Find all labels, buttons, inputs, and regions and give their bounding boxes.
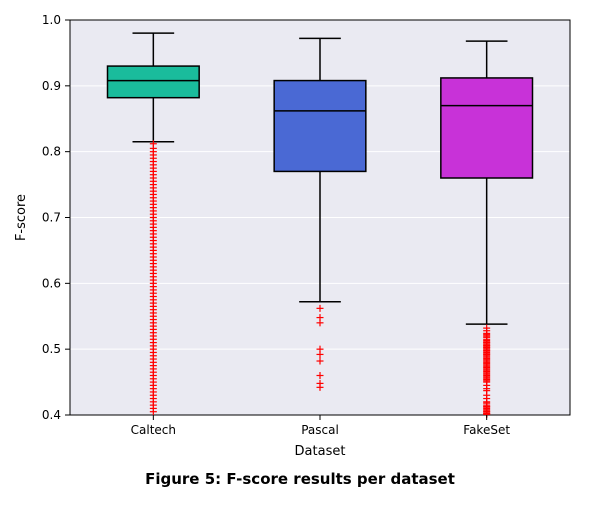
x-tick-label: FakeSet <box>463 423 510 437</box>
y-tick-label: 1.0 <box>42 13 61 27</box>
y-tick-label: 0.7 <box>42 211 61 225</box>
x-tick-label: Pascal <box>301 423 339 437</box>
y-tick-label: 0.6 <box>42 276 61 290</box>
y-tick-label: 0.4 <box>42 408 61 422</box>
y-axis-label: F-score <box>14 194 29 241</box>
y-tick-label: 0.9 <box>42 79 61 93</box>
boxplot-chart: 0.4 0.5 0.6 0.7 0.8 0.9 1.0 Caltech Pascal FakeSe… <box>0 0 600 460</box>
y-tick-label: 0.5 <box>42 342 61 356</box>
figure-caption: Figure 5: F-score results per dataset <box>0 470 600 488</box>
y-tick-label: 0.8 <box>42 145 61 159</box>
x-tick-label: Caltech <box>131 423 176 437</box>
x-axis-label: Dataset <box>295 444 346 459</box>
